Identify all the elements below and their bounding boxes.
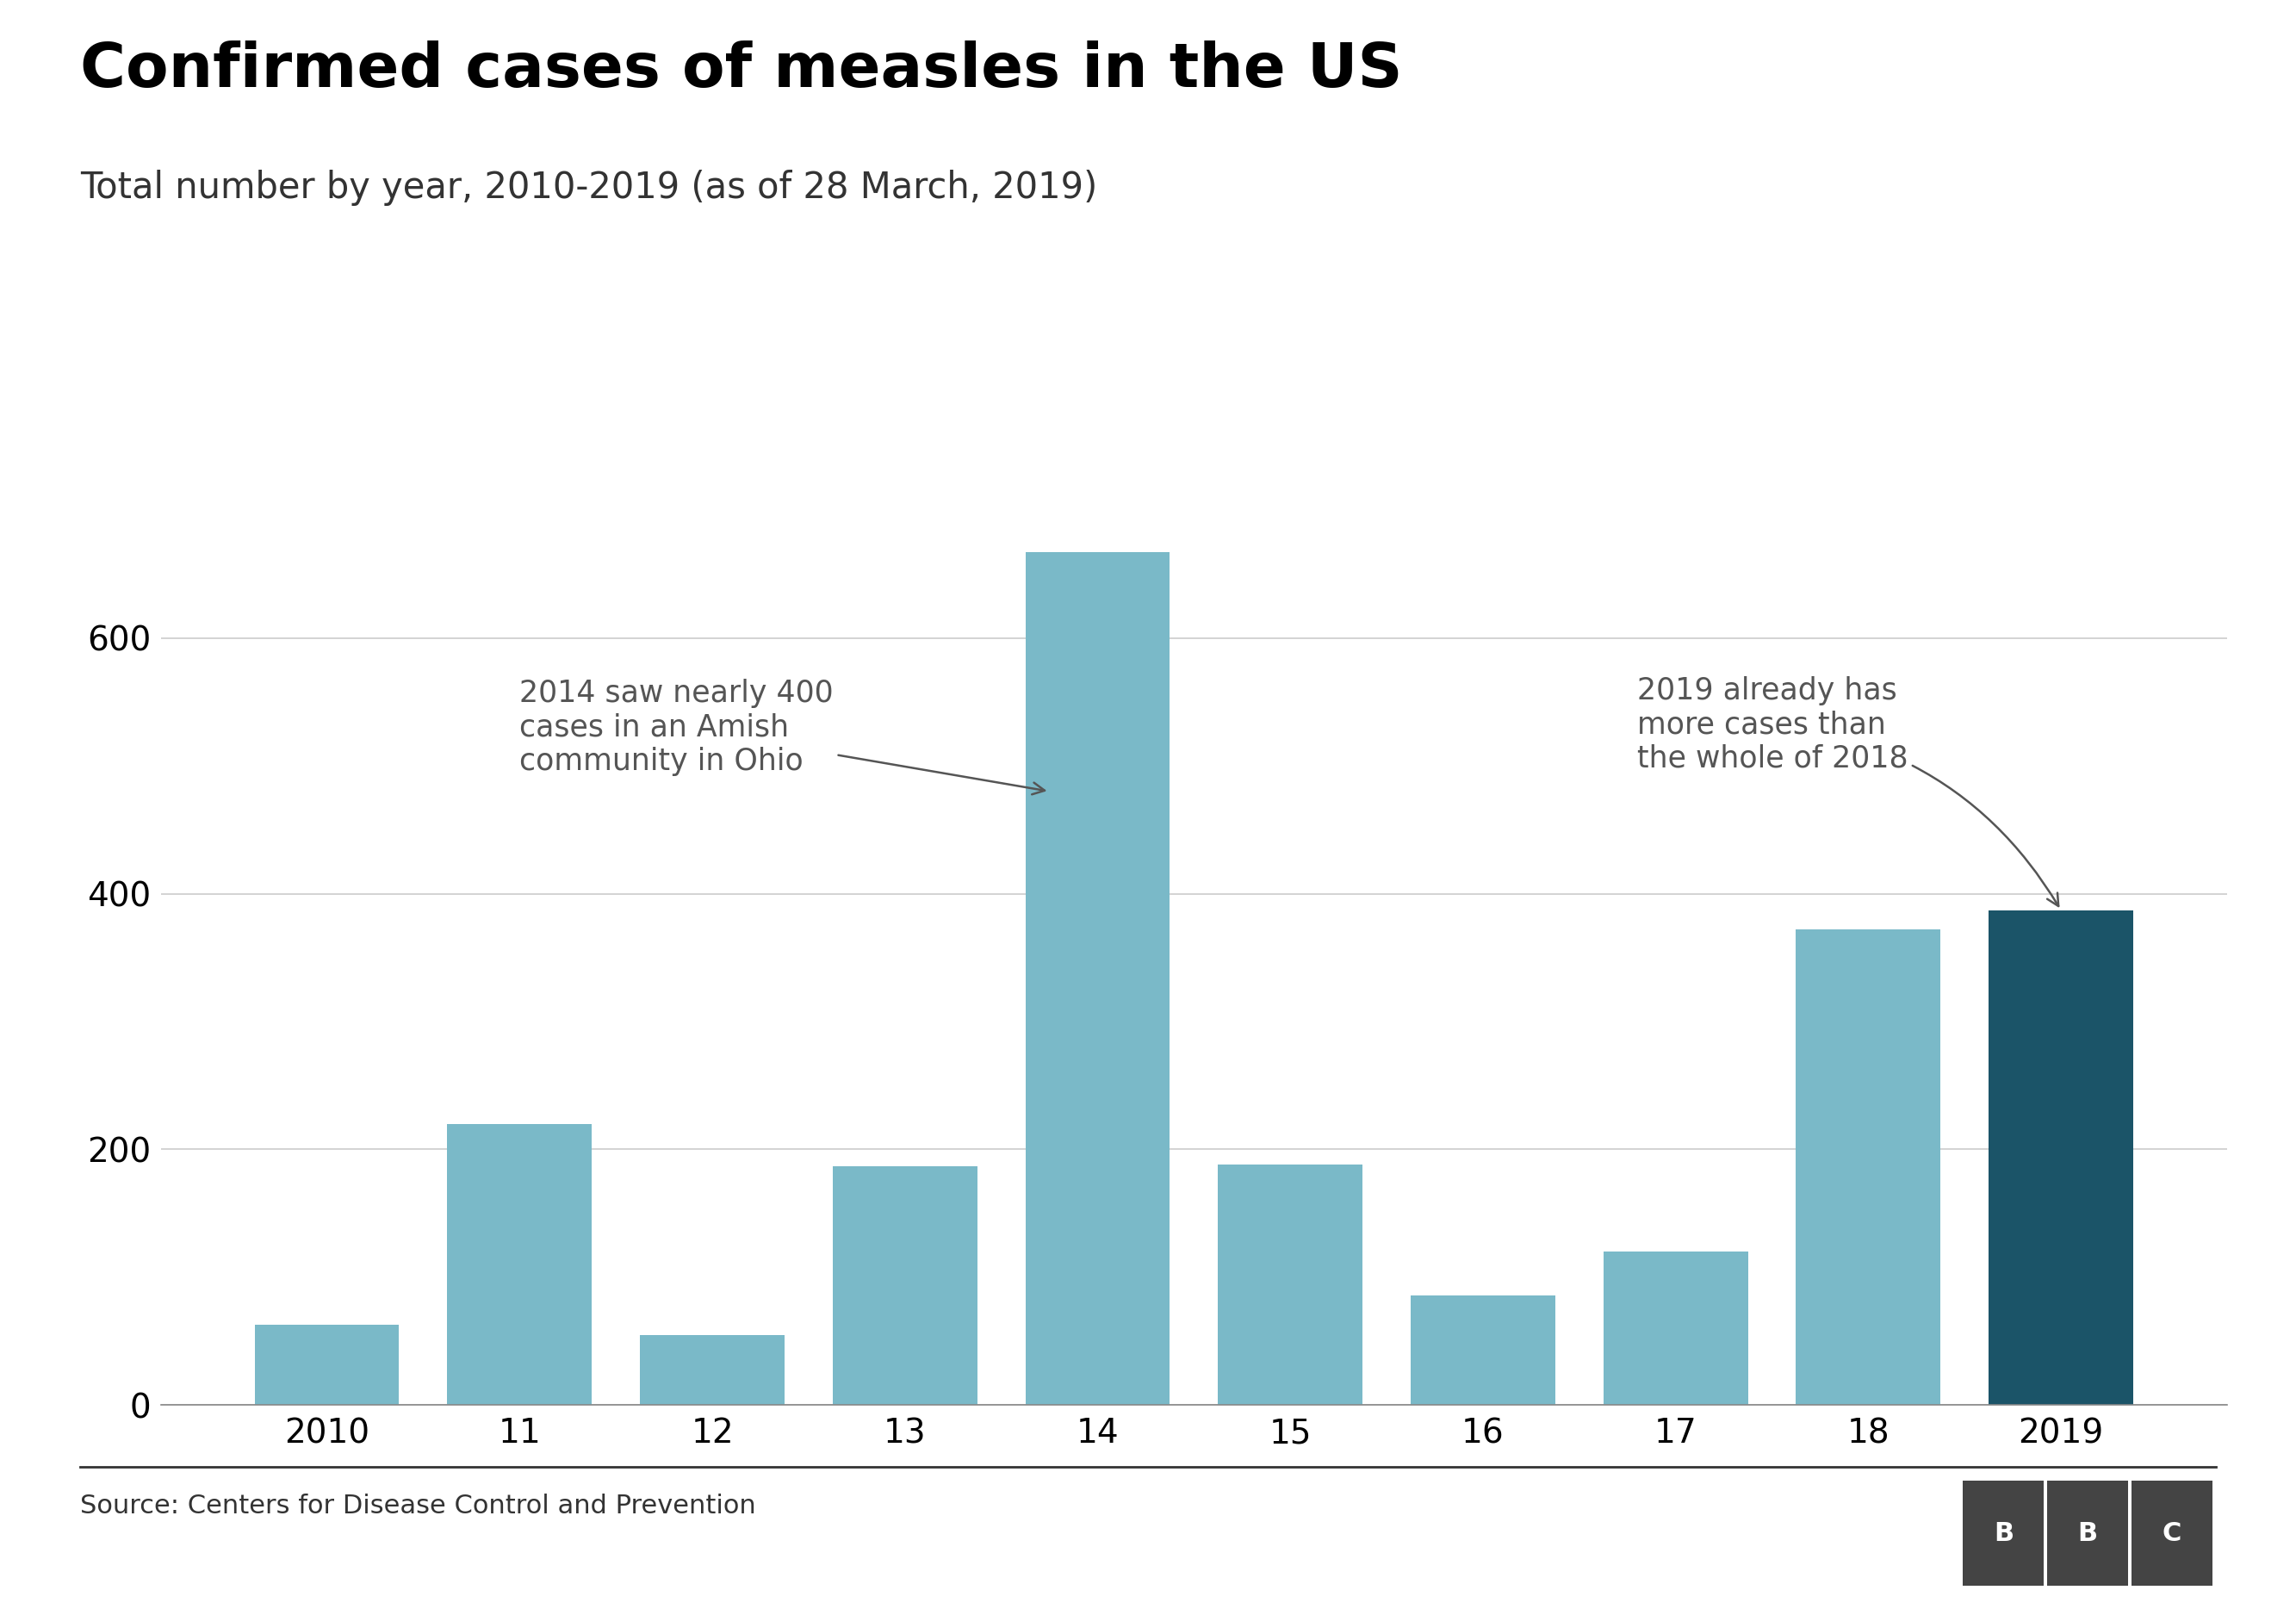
Text: B: B xyxy=(1993,1521,2014,1546)
Text: C: C xyxy=(2163,1521,2181,1546)
Bar xyxy=(1217,1164,1362,1405)
Bar xyxy=(1410,1295,1554,1405)
Text: 2019 already has
more cases than
the whole of 2018: 2019 already has more cases than the who… xyxy=(1637,677,2060,906)
Bar xyxy=(1603,1252,1747,1405)
Text: Total number by year, 2010-2019 (as of 28 March, 2019): Total number by year, 2010-2019 (as of 2… xyxy=(80,170,1097,205)
Bar xyxy=(448,1124,592,1405)
Bar xyxy=(1026,552,1171,1405)
Bar xyxy=(1963,1481,2043,1586)
Bar xyxy=(2048,1481,2128,1586)
Text: B: B xyxy=(2078,1521,2099,1546)
Bar xyxy=(833,1166,978,1405)
Text: Confirmed cases of measles in the US: Confirmed cases of measles in the US xyxy=(80,40,1403,100)
Bar xyxy=(255,1324,400,1405)
Text: Source: Centers for Disease Control and Prevention: Source: Centers for Disease Control and … xyxy=(80,1494,755,1518)
Bar xyxy=(1988,911,2133,1405)
Bar xyxy=(641,1334,785,1405)
Bar xyxy=(1795,929,1940,1405)
Bar xyxy=(2131,1481,2213,1586)
Text: 2014 saw nearly 400
cases in an Amish
community in Ohio: 2014 saw nearly 400 cases in an Amish co… xyxy=(519,678,1045,795)
